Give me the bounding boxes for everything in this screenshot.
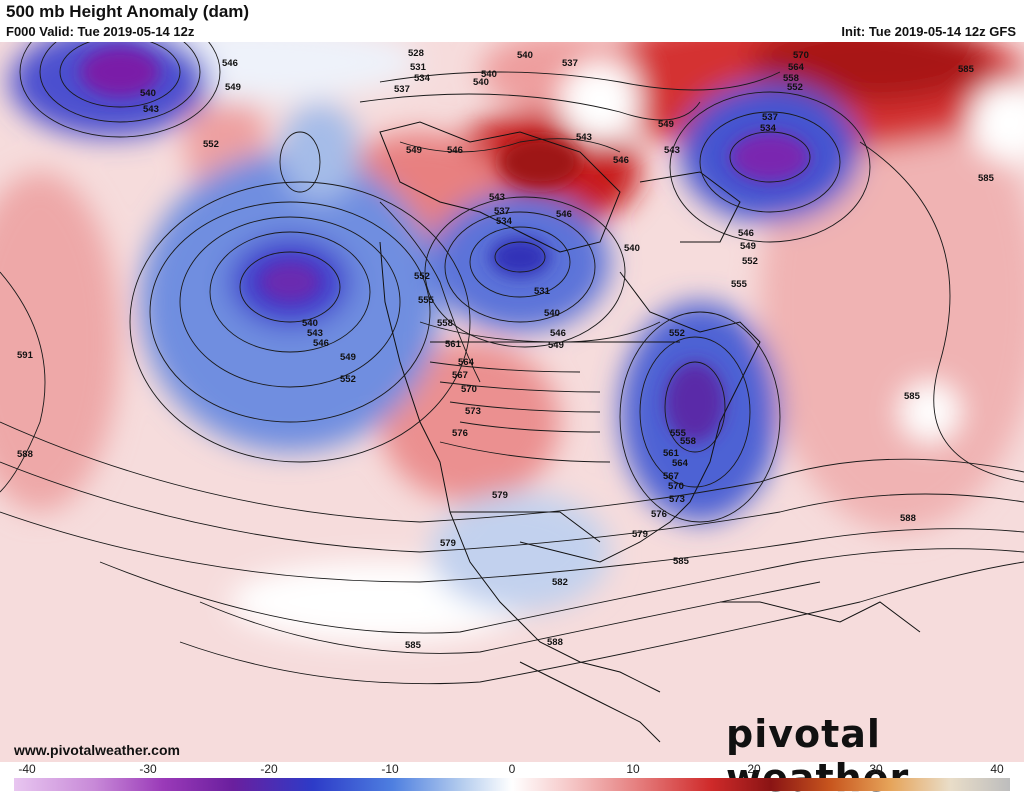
contour-label: 546: [447, 145, 463, 156]
contour-label: 561: [445, 339, 462, 350]
contour-label: 558: [437, 318, 453, 329]
contour-label: 558: [783, 73, 799, 84]
colorbar-tick: 20: [747, 762, 761, 776]
contour-label: 549: [225, 82, 241, 93]
contour-label: 573: [465, 406, 481, 417]
contour-label: 570: [461, 384, 477, 395]
contour-label: 552: [742, 256, 758, 267]
contour-label: 543: [576, 132, 592, 143]
colorbar-tick: -30: [139, 762, 157, 776]
contour-label: 582: [552, 577, 568, 588]
contour-label: 534: [496, 216, 513, 227]
contour-label: 567: [663, 471, 679, 482]
contour-label: 546: [313, 338, 329, 349]
contour-label: 570: [793, 50, 809, 61]
contour-label: 540: [624, 243, 640, 254]
contour-label: 567: [452, 370, 468, 381]
website-url: www.pivotalweather.com: [14, 742, 180, 758]
contour-label: 537: [562, 58, 578, 69]
colorbar-tick: -20: [260, 762, 278, 776]
contour-label: 540: [544, 308, 560, 319]
contour-label: 540: [302, 318, 318, 329]
contour-label: 549: [340, 352, 356, 363]
contour-label: 552: [203, 139, 219, 150]
contour-label: 579: [440, 538, 456, 549]
contour-label: 540: [517, 50, 533, 61]
contour-label: 546: [613, 155, 629, 166]
contour-label: 579: [492, 490, 508, 501]
contour-label: 585: [673, 556, 690, 567]
contour-label: 585: [904, 391, 921, 402]
contour-label: 585: [958, 64, 975, 75]
contour-label: 552: [787, 82, 803, 93]
contour-label: 546: [738, 228, 754, 239]
contour-label: 585: [405, 640, 422, 651]
map-header: 500 mb Height Anomaly (dam) F000 Valid: …: [0, 0, 1024, 42]
contour-label-group: 540 543 546 549 552 528 531 534 537 540 …: [17, 48, 995, 651]
contour-label: 555: [731, 279, 748, 290]
contour-label: 564: [458, 357, 475, 368]
contour-label: 540: [473, 77, 489, 88]
contour-label: 540: [481, 69, 497, 80]
contour-label: 537: [762, 112, 778, 123]
contour-label: 531: [534, 286, 551, 297]
contour-label: 591: [17, 350, 34, 361]
contour-label: 534: [414, 73, 431, 84]
coastlines: [379, 121, 921, 743]
height-contours: [0, 42, 1024, 685]
contour-label: 585: [978, 173, 995, 184]
contour-label: 543: [664, 145, 680, 156]
colorbar-ticks: -40 -30 -20 -10 0 10 20 30 40: [0, 762, 1024, 778]
contour-label: 528: [408, 48, 424, 59]
contour-label: 546: [550, 328, 566, 339]
contour-label: 537: [394, 84, 410, 95]
contour-label: 534: [760, 123, 777, 134]
colorbar-tick: -40: [18, 762, 36, 776]
height-anomaly-map: 540 543 546 549 552 528 531 534 537 540 …: [0, 42, 1024, 762]
colorbar-tick: -10: [381, 762, 399, 776]
contour-label: 555: [670, 428, 687, 439]
colorbar-gradient: [14, 778, 1010, 791]
contour-label: 546: [222, 58, 238, 69]
init-time: Init: Tue 2019-05-14 12z GFS: [841, 24, 1016, 39]
contour-label: 537: [494, 206, 510, 217]
colorbar-tick: 30: [869, 762, 883, 776]
contour-label: 570: [668, 481, 684, 492]
colorbar-tick: 10: [626, 762, 640, 776]
colorbar-tick: 40: [990, 762, 1004, 776]
map-title: 500 mb Height Anomaly (dam): [6, 2, 250, 21]
contour-label: 573: [669, 494, 685, 505]
contour-label: 540: [140, 88, 156, 99]
contour-label: 561: [663, 448, 680, 459]
contour-label: 552: [340, 374, 356, 385]
contour-label: 549: [658, 119, 674, 130]
contour-label: 549: [406, 145, 422, 156]
contour-label: 543: [307, 328, 323, 339]
colorbar: [14, 778, 1010, 791]
contour-label: 564: [788, 62, 805, 73]
contour-label: 543: [489, 192, 505, 203]
contour-label: 579: [632, 529, 648, 540]
contour-label: 555: [418, 295, 435, 306]
anomaly-cores: [80, 47, 810, 442]
contour-label: 558: [680, 436, 696, 447]
contour-label: 552: [414, 271, 430, 282]
contour-label: 552: [669, 328, 685, 339]
valid-time: F000 Valid: Tue 2019-05-14 12z: [6, 24, 195, 39]
contour-label: 576: [651, 509, 667, 520]
contour-label: 546: [556, 209, 572, 220]
contour-label: 588: [17, 449, 33, 460]
contour-label: 588: [547, 637, 563, 648]
anomaly-shading: [0, 42, 1024, 642]
contour-label: 588: [900, 513, 916, 524]
contour-label: 549: [548, 340, 564, 351]
contour-label: 576: [452, 428, 468, 439]
contour-label: 549: [740, 241, 756, 252]
contour-label: 564: [672, 458, 689, 469]
contour-label: 531: [410, 62, 427, 73]
colorbar-tick: 0: [508, 762, 516, 776]
contour-label: 543: [143, 104, 159, 115]
